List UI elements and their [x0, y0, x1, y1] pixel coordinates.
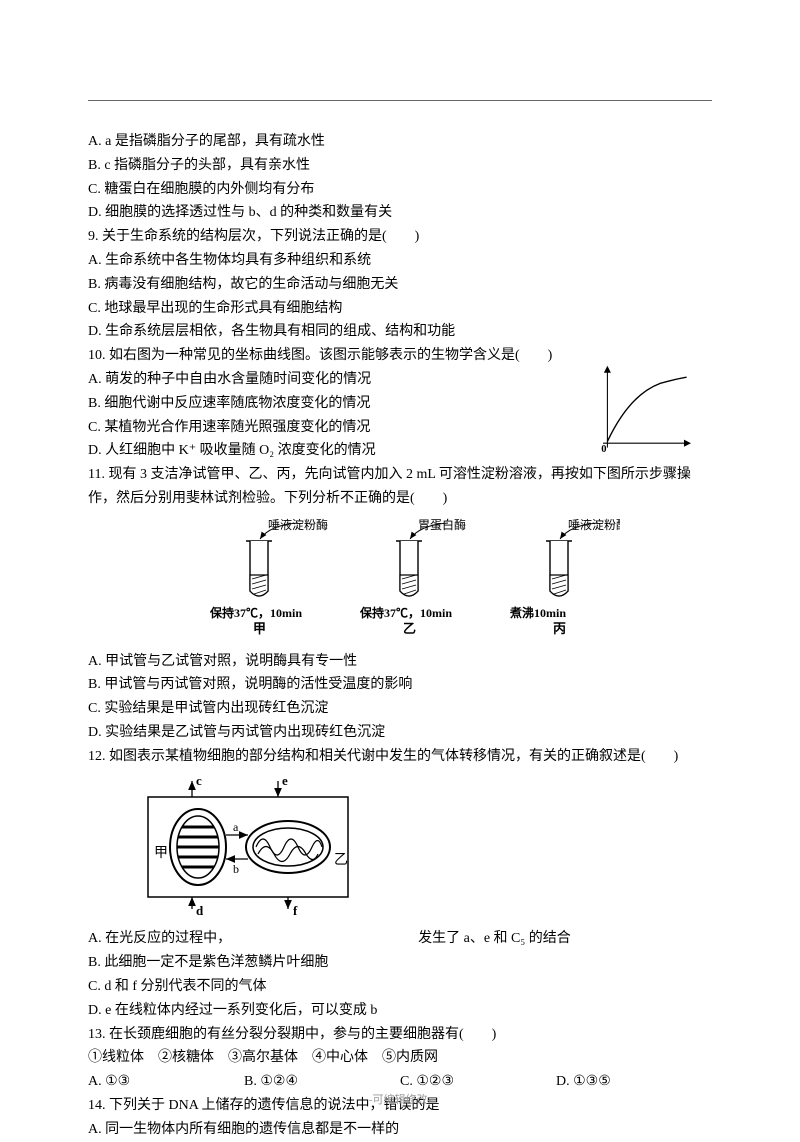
q10-stem: 10. 如右图为一种常见的坐标曲线图。该图示能够表示的生物学含义是( ) — [88, 344, 584, 368]
q11-stem: 11. 现有 3 支洁净试管甲、乙、丙，先向试管内加入 2 mL 可溶性淀粉溶液… — [88, 463, 712, 511]
svg-text:胃蛋白酶: 胃蛋白酶 — [418, 517, 466, 532]
q11-option-b: B. 甲试管与丙试管对照，说明酶的活性受温度的影响 — [88, 673, 712, 697]
svg-text:a: a — [233, 820, 239, 834]
q9-option-c: C. 地球最早出现的生命形式具有细胞结构 — [88, 297, 712, 321]
q11-option-c: C. 实验结果是甲试管内出现砖红色沉淀 — [88, 697, 712, 721]
q12-left-label: 甲 — [154, 846, 168, 861]
q8-option-c: C. 糖蛋白在细胞膜的内外侧均有分布 — [88, 178, 712, 202]
q12-a-left: A. 在光反应的过程中， — [88, 931, 231, 946]
q8-option-b: B. c 指磷脂分子的头部，具有亲水性 — [88, 154, 712, 178]
q11-option-d: D. 实验结果是乙试管与丙试管内出现砖红色沉淀 — [88, 721, 712, 745]
header-rule — [88, 100, 712, 101]
q9-option-b: B. 病毒没有细胞结构，故它的生命活动与细胞无关 — [88, 273, 712, 297]
q8-option-d: D. 细胞膜的选择透过性与 b、d 的种类和数量有关 — [88, 201, 712, 225]
q12-option-d: D. e 在线粒体内经过一系列变化后，可以变成 b — [88, 999, 712, 1023]
q12-right-label: 乙 — [334, 852, 348, 868]
footer-text: -可编辑修改- — [0, 1091, 800, 1110]
svg-text:乙: 乙 — [403, 621, 416, 636]
svg-text:煮沸10min: 煮沸10min — [509, 605, 566, 620]
q11-option-a: A. 甲试管与乙试管对照，说明酶具有专一性 — [88, 650, 712, 674]
q8-option-a: A. a 是指磷脂分子的尾部，具有疏水性 — [88, 130, 712, 154]
svg-text:保持37℃，10min: 保持37℃，10min — [209, 605, 302, 620]
q10-option-a: A. 萌发的种子中自由水含量随时间变化的情况 — [88, 368, 584, 392]
q9-option-d: D. 生命系统层层相依，各生物具有相同的组成、结构和功能 — [88, 320, 712, 344]
q12-option-a: A. 在光反应的过程中， 发生了 a、e 和 C₅ 的结合 — [88, 927, 712, 951]
svg-text:甲: 甲 — [253, 621, 266, 636]
svg-text:唾液淀粉酶: 唾液淀粉酶 — [268, 517, 328, 532]
q11-figure: 唾液淀粉酶 保持37℃，10min 甲 胃蛋白酶 保持37℃，10min 乙 唾… — [88, 517, 712, 646]
q10-option-c: C. 某植物光合作用速率随光照强度变化的情况 — [88, 416, 584, 440]
svg-text:e: e — [282, 773, 288, 788]
q13-items: ①线粒体 ②核糖体 ③高尔基体 ④中心体 ⑤内质网 — [88, 1046, 712, 1070]
svg-text:f: f — [293, 903, 298, 918]
q10-option-d: D. 人红细胞中 K⁺ 吸收量随 O₂ 浓度变化的情况 — [88, 439, 584, 463]
svg-text:d: d — [196, 903, 204, 918]
q12-a-right: 发生了 a、e 和 C₅ 的结合 — [418, 931, 571, 946]
q12-figure: a b c e d f 甲 乙 — [128, 769, 388, 928]
q12-option-b: B. 此细胞一定不是紫色洋葱鳞片叶细胞 — [88, 951, 712, 975]
q13-stem: 13. 在长颈鹿细胞的有丝分裂分裂期中，参与的主要细胞器有( ) — [88, 1023, 712, 1047]
svg-text:丙: 丙 — [553, 621, 566, 636]
svg-text:0: 0 — [601, 444, 606, 452]
q10-curve-figure: 0 — [592, 364, 712, 461]
q14-option-a: A. 同一生物体内所有细胞的遗传信息都是不一样的 — [88, 1118, 712, 1142]
q9-option-a: A. 生命系统中各生物体均具有多种组织和系统 — [88, 249, 712, 273]
q10-option-b: B. 细胞代谢中反应速率随底物浓度变化的情况 — [88, 392, 584, 416]
q12-option-c: C. d 和 f 分别代表不同的气体 — [88, 975, 712, 999]
svg-text:b: b — [233, 862, 239, 876]
svg-text:唾液淀粉酶: 唾液淀粉酶 — [568, 517, 620, 532]
q9-stem: 9. 关于生命系统的结构层次，下列说法正确的是( ) — [88, 225, 712, 249]
svg-text:c: c — [196, 773, 202, 788]
svg-text:保持37℃，10min: 保持37℃，10min — [359, 605, 452, 620]
q12-stem: 12. 如图表示某植物细胞的部分结构和相关代谢中发生的气体转移情况，有关的正确叙… — [88, 745, 712, 769]
